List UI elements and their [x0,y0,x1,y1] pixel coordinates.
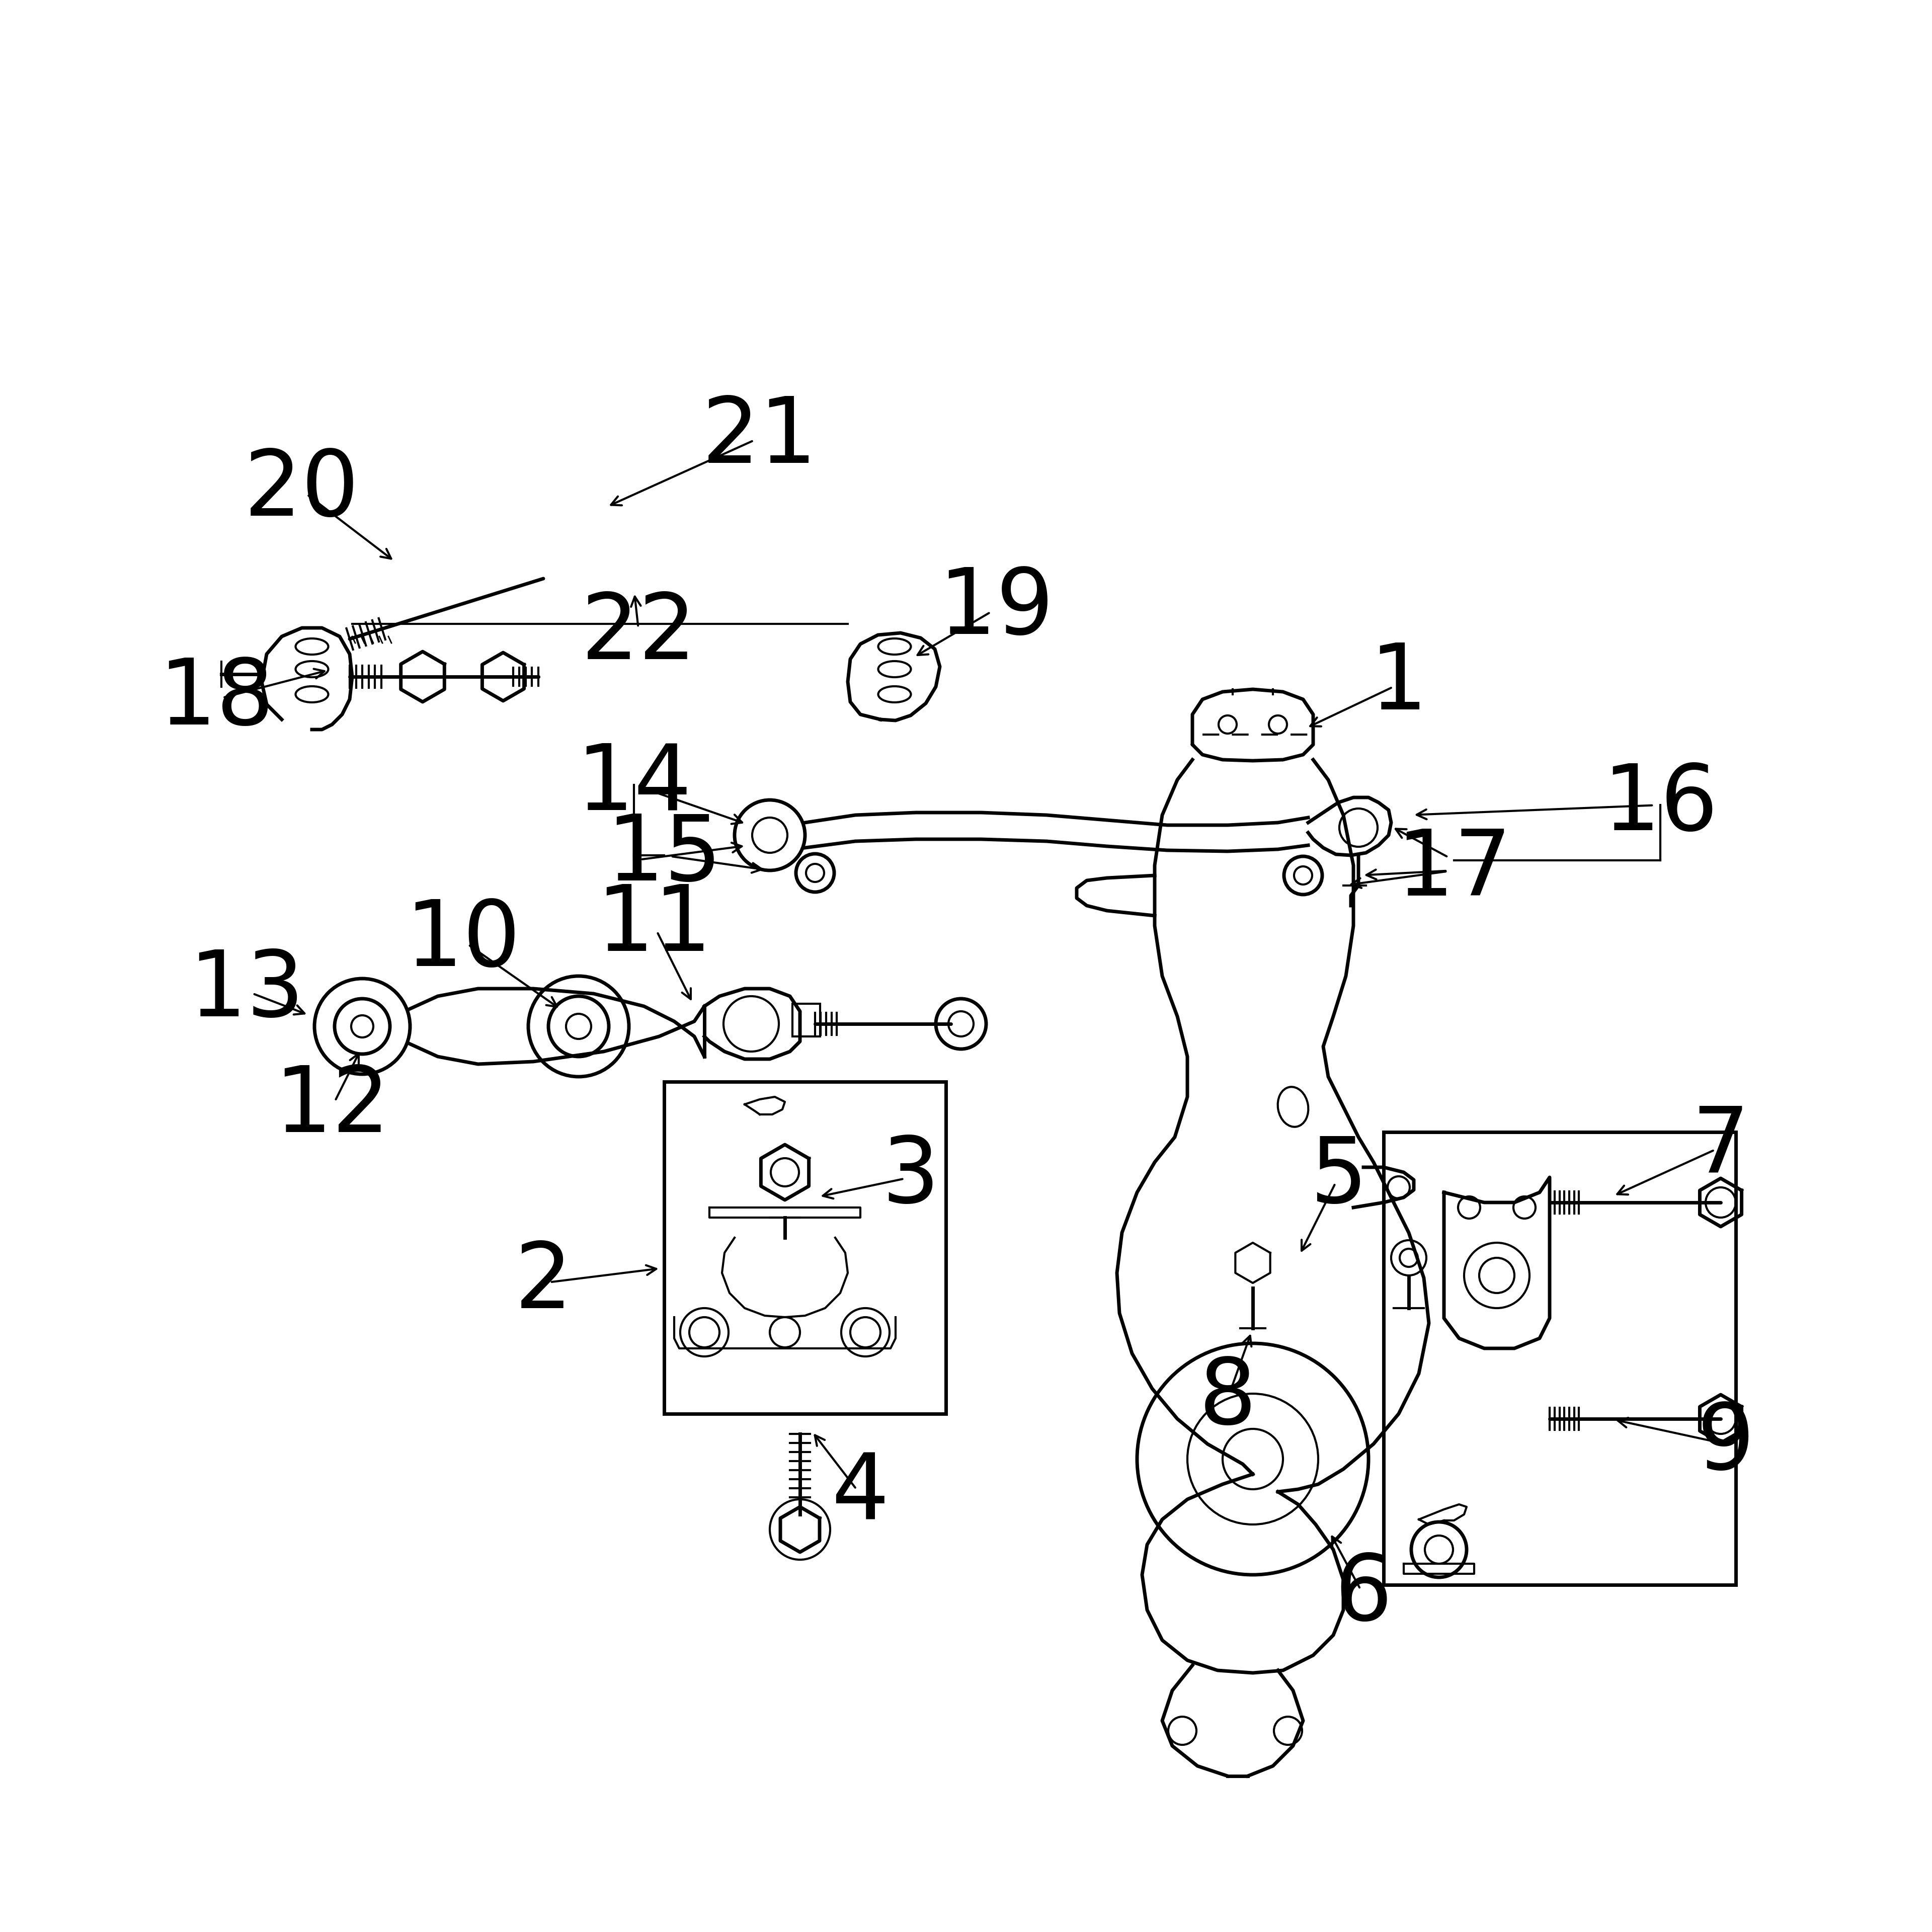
Bar [792,1005,819,1036]
Text: 17: 17 [1397,827,1511,914]
Text: 2: 2 [514,1238,572,1327]
Text: 12: 12 [274,1063,390,1151]
Text: 20: 20 [243,446,359,535]
Text: 10: 10 [406,896,520,985]
Text: 15: 15 [607,811,723,900]
Text: 16: 16 [1602,761,1718,850]
Text: 1: 1 [1370,639,1428,728]
Text: 9: 9 [1696,1399,1754,1488]
Text: 7: 7 [1692,1103,1750,1192]
Text: 3: 3 [881,1132,939,1221]
Text: 4: 4 [831,1451,889,1538]
Text: 14: 14 [576,740,692,829]
Text: 8: 8 [1198,1354,1256,1443]
Text: 22: 22 [582,589,697,678]
Text: 21: 21 [701,394,817,481]
Text: 6: 6 [1335,1551,1393,1638]
Text: 11: 11 [597,881,711,970]
Text: 19: 19 [939,564,1055,653]
Bar [1383,1132,1735,1584]
Text: 13: 13 [189,947,305,1036]
Text: 18: 18 [158,655,274,744]
Text: 5: 5 [1310,1132,1368,1221]
Bar [665,1082,947,1414]
